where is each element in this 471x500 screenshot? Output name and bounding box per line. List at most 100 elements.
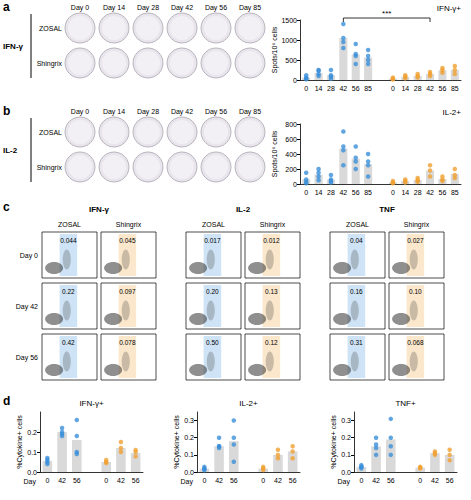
svg-text:0.078: 0.078 xyxy=(119,339,136,346)
svg-text:56: 56 xyxy=(439,189,447,196)
svg-text:c: c xyxy=(3,200,10,214)
svg-text:42: 42 xyxy=(372,477,380,484)
svg-text:56: 56 xyxy=(289,477,297,484)
svg-text:IFN-γ+: IFN-γ+ xyxy=(79,399,104,408)
svg-text:0.1: 0.1 xyxy=(341,451,351,458)
svg-text:0.3: 0.3 xyxy=(184,417,194,424)
svg-text:Spots/10⁶ cells: Spots/10⁶ cells xyxy=(271,130,279,177)
svg-text:Shingrix: Shingrix xyxy=(404,221,430,229)
svg-text:IFN-γ: IFN-γ xyxy=(3,42,24,51)
svg-text:42: 42 xyxy=(215,477,223,484)
svg-text:0: 0 xyxy=(202,477,206,484)
svg-text:0.16: 0.16 xyxy=(350,288,363,295)
svg-text:Shingrix: Shingrix xyxy=(116,221,142,229)
svg-text:85: 85 xyxy=(451,189,459,196)
svg-text:Day 0: Day 0 xyxy=(20,252,38,260)
svg-text:%Cytokine+ cells: %Cytokine+ cells xyxy=(173,415,181,469)
svg-text:0.42: 0.42 xyxy=(62,339,75,346)
svg-text:42: 42 xyxy=(339,189,347,196)
svg-text:0.2: 0.2 xyxy=(27,429,37,436)
svg-text:0: 0 xyxy=(391,85,395,92)
svg-text:56: 56 xyxy=(73,477,81,484)
svg-text:0.50: 0.50 xyxy=(206,339,219,346)
svg-text:28: 28 xyxy=(414,189,422,196)
svg-text:0.12: 0.12 xyxy=(265,339,278,346)
svg-text:IFN-γ+: IFN-γ+ xyxy=(437,4,462,13)
svg-text:ZOSAL: ZOSAL xyxy=(58,221,81,228)
svg-text:14: 14 xyxy=(401,85,409,92)
svg-text:42: 42 xyxy=(58,477,66,484)
svg-text:***: *** xyxy=(382,9,391,18)
svg-text:0: 0 xyxy=(418,477,422,484)
svg-text:42: 42 xyxy=(426,189,434,196)
svg-text:0: 0 xyxy=(304,189,308,196)
svg-text:IL-2+: IL-2+ xyxy=(443,108,462,117)
svg-text:Day 0: Day 0 xyxy=(71,108,89,116)
svg-text:200: 200 xyxy=(285,166,297,173)
svg-text:0: 0 xyxy=(104,477,108,484)
svg-text:28: 28 xyxy=(414,85,422,92)
svg-text:14: 14 xyxy=(315,189,323,196)
svg-text:Day 56: Day 56 xyxy=(205,4,227,12)
svg-text:0: 0 xyxy=(293,181,297,188)
svg-text:56: 56 xyxy=(230,477,238,484)
svg-text:Day 56: Day 56 xyxy=(205,108,227,116)
svg-text:d: d xyxy=(3,394,10,408)
svg-text:0.22: 0.22 xyxy=(62,288,75,295)
svg-text:85: 85 xyxy=(451,85,459,92)
svg-text:0.10: 0.10 xyxy=(409,288,422,295)
svg-text:0: 0 xyxy=(45,477,49,484)
svg-text:0: 0 xyxy=(261,477,265,484)
svg-text:Day 14: Day 14 xyxy=(103,108,125,116)
svg-text:ZOSAL: ZOSAL xyxy=(346,221,369,228)
svg-text:0.2: 0.2 xyxy=(184,434,194,441)
svg-text:1500: 1500 xyxy=(281,17,297,24)
svg-text:56: 56 xyxy=(387,477,395,484)
svg-text:0.13: 0.13 xyxy=(265,288,278,295)
svg-text:0.044: 0.044 xyxy=(60,237,77,244)
svg-text:56: 56 xyxy=(446,477,454,484)
svg-text:56: 56 xyxy=(132,477,140,484)
svg-text:800: 800 xyxy=(285,121,297,128)
svg-text:Day 28: Day 28 xyxy=(137,108,159,116)
svg-text:ZOSAL: ZOSAL xyxy=(39,25,62,32)
svg-text:85: 85 xyxy=(364,85,372,92)
svg-text:600: 600 xyxy=(285,136,297,143)
svg-text:Day: Day xyxy=(338,478,351,486)
svg-text:42: 42 xyxy=(274,477,282,484)
svg-text:Day 42: Day 42 xyxy=(16,303,38,311)
svg-text:Shingrix: Shingrix xyxy=(260,221,286,229)
svg-text:0: 0 xyxy=(304,85,308,92)
svg-text:0.04: 0.04 xyxy=(350,237,363,244)
svg-text:TNF: TNF xyxy=(379,205,395,214)
svg-text:28: 28 xyxy=(327,189,335,196)
svg-text:IFN-γ: IFN-γ xyxy=(89,205,110,214)
svg-text:Day 85: Day 85 xyxy=(239,108,261,116)
svg-text:IL-2+: IL-2+ xyxy=(239,399,258,408)
svg-text:Day 0: Day 0 xyxy=(71,4,89,12)
svg-text:0.1: 0.1 xyxy=(184,451,194,458)
svg-text:0.0: 0.0 xyxy=(184,469,194,476)
svg-text:56: 56 xyxy=(352,189,360,196)
svg-text:Day 85: Day 85 xyxy=(239,4,261,12)
svg-text:42: 42 xyxy=(117,477,125,484)
svg-text:a: a xyxy=(3,0,10,14)
svg-text:1000: 1000 xyxy=(281,37,297,44)
svg-text:85: 85 xyxy=(364,189,372,196)
svg-text:0: 0 xyxy=(293,77,297,84)
svg-text:28: 28 xyxy=(327,85,335,92)
svg-text:42: 42 xyxy=(431,477,439,484)
svg-text:IL-2: IL-2 xyxy=(236,205,251,214)
svg-text:0.3: 0.3 xyxy=(341,417,351,424)
svg-text:0.027: 0.027 xyxy=(407,237,424,244)
svg-text:0.20: 0.20 xyxy=(206,288,219,295)
svg-text:0.012: 0.012 xyxy=(263,237,280,244)
svg-text:Shingrix: Shingrix xyxy=(37,164,63,172)
svg-text:IL-2: IL-2 xyxy=(3,146,18,155)
svg-text:ZOSAL: ZOSAL xyxy=(202,221,225,228)
svg-text:%Cytokine+ cells: %Cytokine+ cells xyxy=(16,415,24,469)
svg-text:%Cytokine+ cells: %Cytokine+ cells xyxy=(330,415,338,469)
svg-text:42: 42 xyxy=(339,85,347,92)
svg-text:400: 400 xyxy=(285,151,297,158)
svg-text:42: 42 xyxy=(426,85,434,92)
